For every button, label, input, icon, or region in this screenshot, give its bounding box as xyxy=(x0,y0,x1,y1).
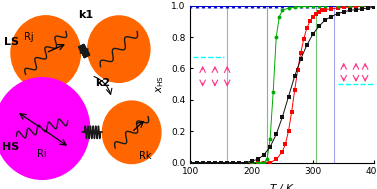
Y-axis label: $x_\mathrm{HS}$: $x_\mathrm{HS}$ xyxy=(154,75,166,93)
Ellipse shape xyxy=(88,16,150,82)
Ellipse shape xyxy=(11,16,80,90)
Text: Rj: Rj xyxy=(24,32,34,42)
Text: k2: k2 xyxy=(95,78,110,88)
Text: Ri: Ri xyxy=(37,149,46,159)
Ellipse shape xyxy=(103,101,161,163)
Text: Rk: Rk xyxy=(139,151,152,161)
Ellipse shape xyxy=(0,78,90,179)
Text: LS: LS xyxy=(4,37,18,46)
Text: HS: HS xyxy=(2,143,19,152)
Text: k1: k1 xyxy=(79,10,94,20)
X-axis label: $T$ / K: $T$ / K xyxy=(270,182,295,189)
